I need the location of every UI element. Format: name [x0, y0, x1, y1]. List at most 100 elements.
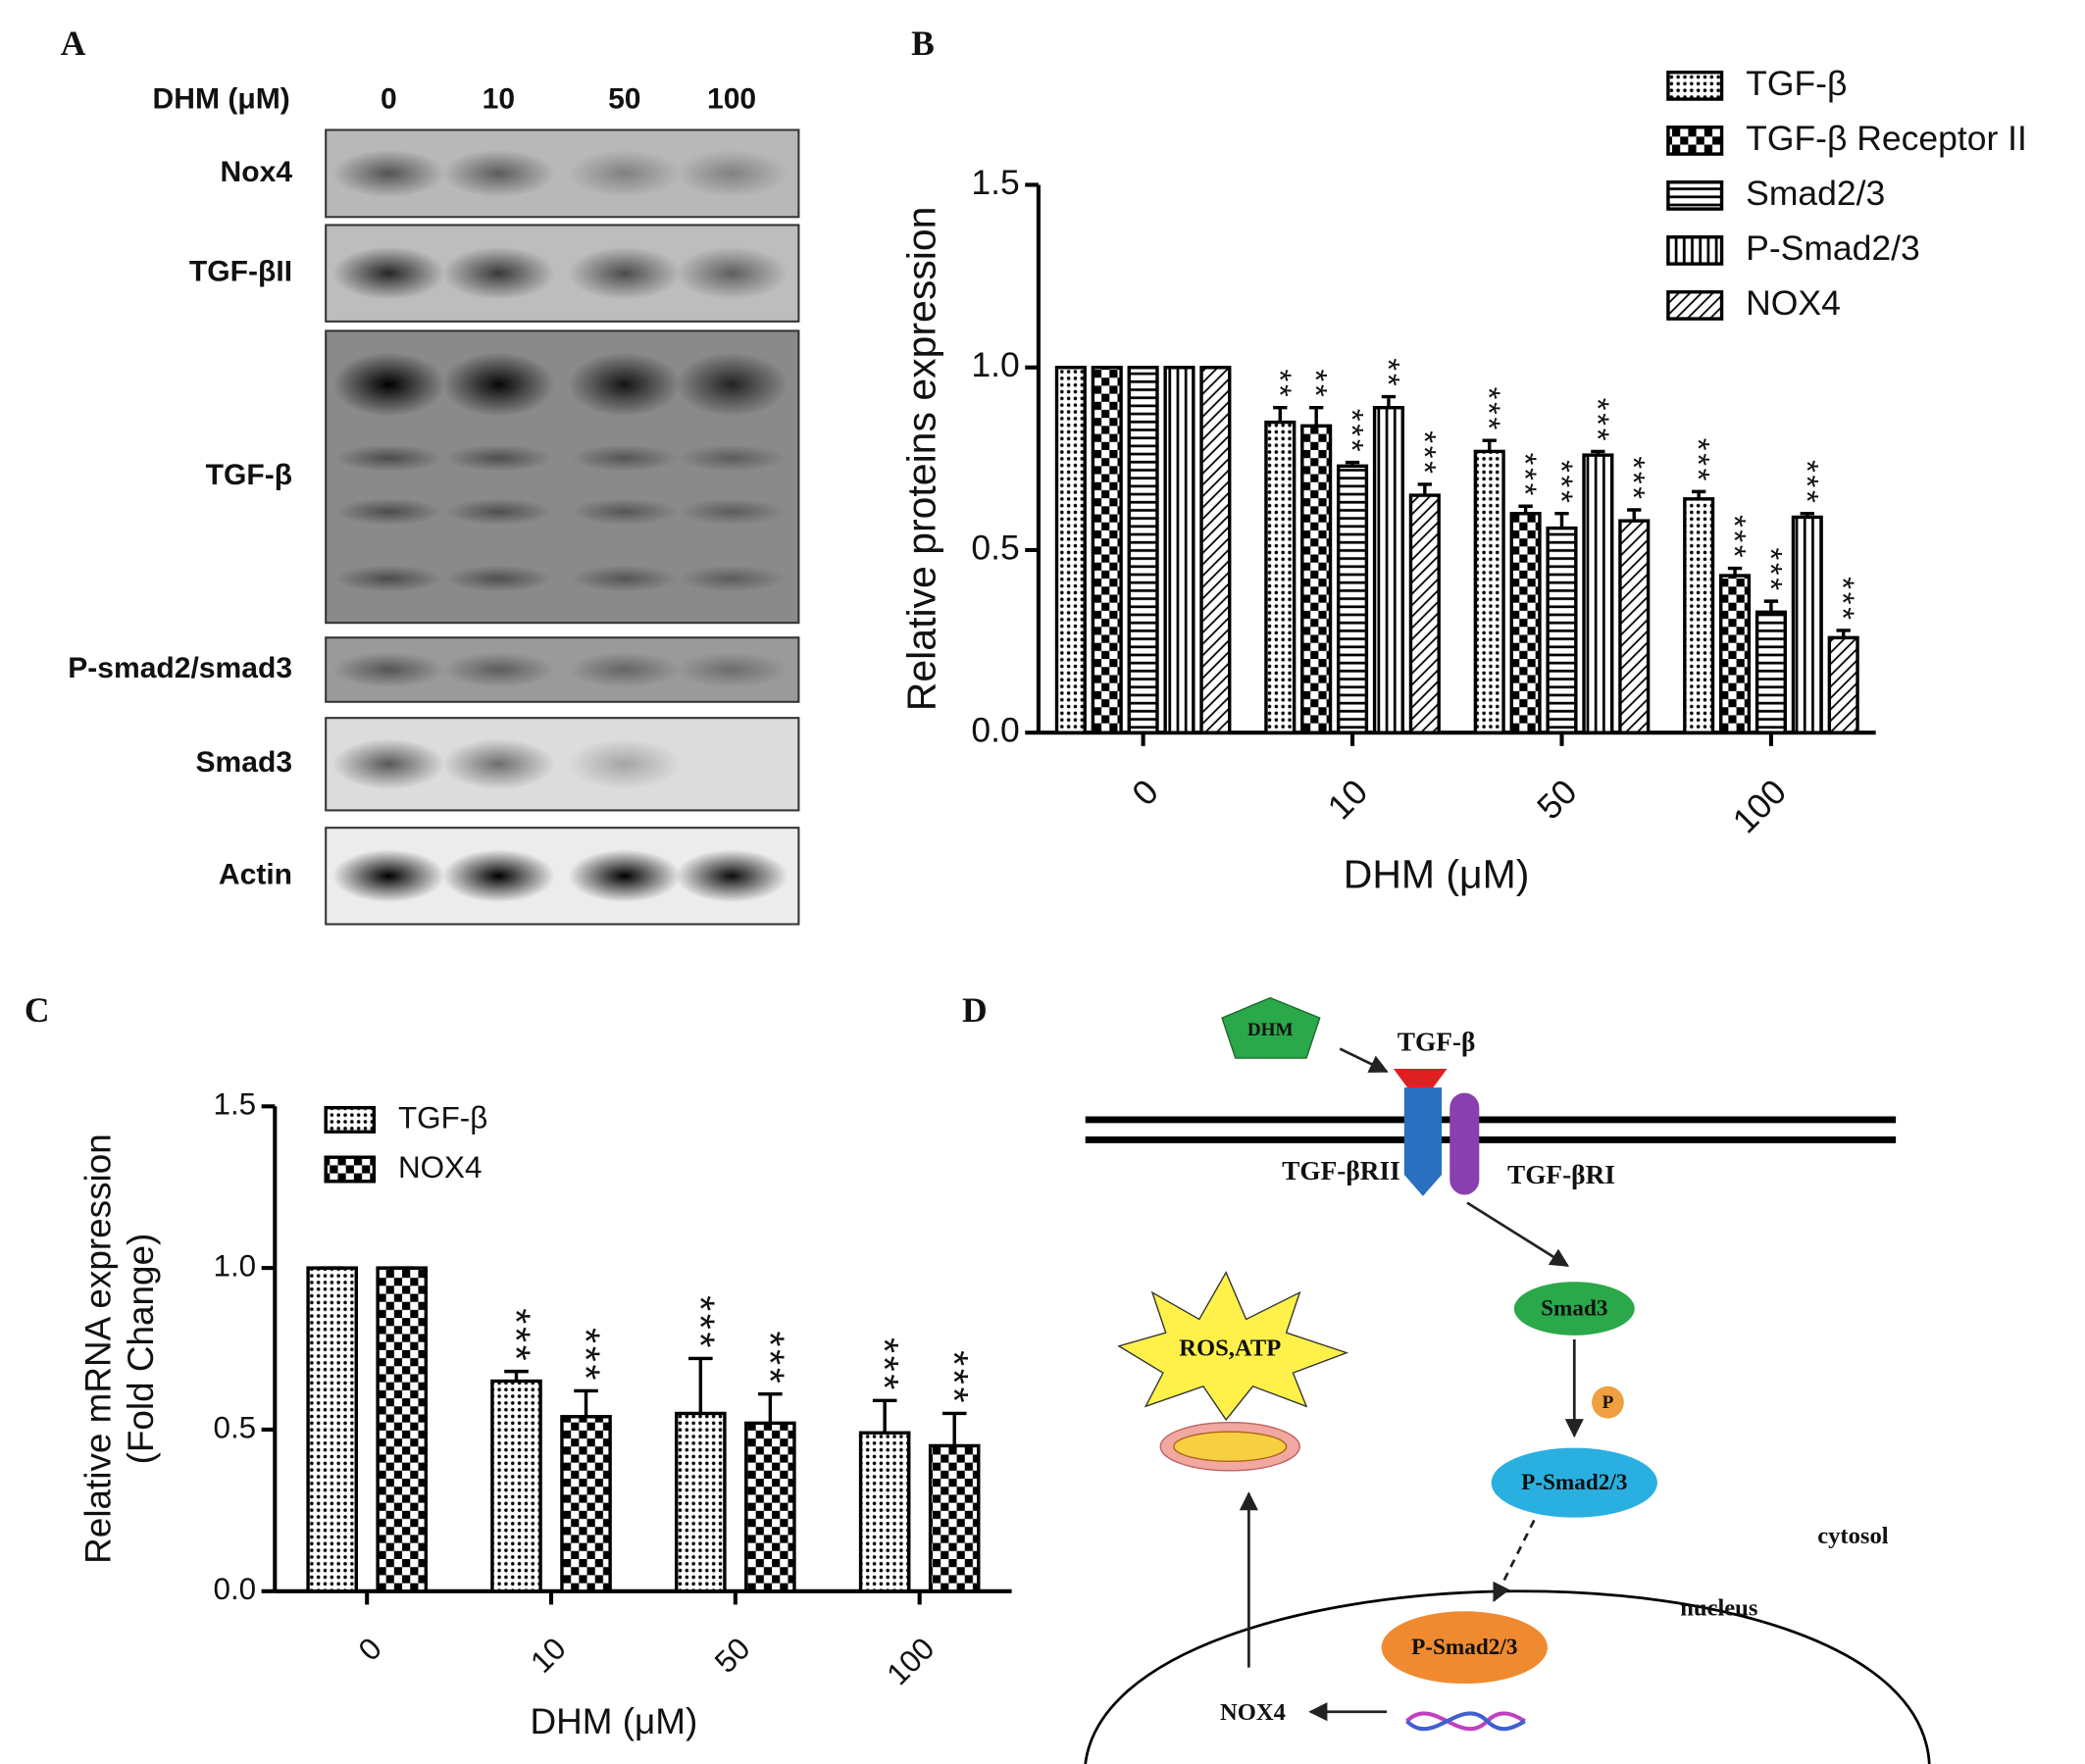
y-axis-label: Relative proteins expression: [899, 207, 944, 712]
significance: ***: [564, 1328, 609, 1383]
blot-band: [571, 565, 679, 592]
error-bar: [1554, 512, 1569, 529]
blot-row-label: P-smad2/smad3: [68, 652, 292, 684]
significance: ***: [1406, 430, 1443, 476]
mitochondrion-inner: [1173, 1431, 1288, 1462]
legend-swatch: [1666, 235, 1724, 266]
blot-band: [675, 849, 788, 903]
dose-label: 50: [608, 82, 640, 115]
diagram-label: P-Smad2/3: [1521, 1470, 1627, 1495]
blot-band: [568, 738, 682, 790]
phosphate: [1592, 1386, 1624, 1419]
bar: [1337, 464, 1369, 734]
panel-label: C: [25, 990, 50, 1030]
blot-band: [332, 246, 445, 300]
bar: [490, 1379, 542, 1593]
legend-swatch: [1666, 290, 1724, 321]
diagram-label: TGF-βRI: [1507, 1160, 1615, 1189]
y-tick-label: 1.0: [971, 345, 1019, 384]
y-tick-label: 1.5: [213, 1087, 256, 1122]
bar: [1683, 497, 1715, 734]
blot-band: [678, 444, 786, 472]
blot-band: [675, 352, 788, 417]
bar: [1264, 420, 1297, 734]
y-tick-label: 0.5: [213, 1410, 256, 1444]
x-axis-label: DHM (μM): [1344, 852, 1530, 897]
western-blot: DHM (μM) 0 10 50 100 Nox4 TGF-βII TGF-β P-smad2/…: [68, 82, 800, 926]
blot-header: DHM (μM): [153, 82, 290, 115]
receptor-ii: [1403, 1087, 1443, 1196]
bar: [1199, 366, 1232, 734]
y-axis-label: (Fold Change): [121, 1234, 161, 1465]
diagram-label: NOX4: [1220, 1699, 1286, 1726]
diagram-label: cytosol: [1817, 1523, 1889, 1549]
blot-band: [334, 565, 443, 592]
significance: ***: [747, 1331, 792, 1386]
error-bar: [872, 1398, 897, 1434]
diagram-label: ROS,ATP: [1179, 1336, 1281, 1362]
significance: ***: [494, 1308, 539, 1363]
diagram-label: DHM: [1247, 1020, 1294, 1040]
blot-band: [442, 246, 555, 300]
y-axis-label: Relative mRNA expression: [77, 1134, 118, 1564]
significance: ***: [678, 1295, 723, 1350]
blot-row-label: Actin: [219, 858, 292, 890]
x-tick-label: 0: [352, 1631, 388, 1667]
blot-band: [568, 352, 682, 417]
significance: ***: [1335, 409, 1371, 454]
blot-band: [568, 246, 682, 300]
bar: [1054, 366, 1087, 734]
bar: [858, 1431, 911, 1593]
x-tick-label: 50: [708, 1631, 756, 1679]
error-bar: [1273, 405, 1288, 423]
dhm-shape: [1221, 996, 1321, 1059]
y-tick-label: 0.0: [213, 1572, 256, 1606]
blot-band: [678, 498, 786, 526]
blot-band: [444, 498, 553, 526]
x-tick-label: 100: [1725, 772, 1794, 840]
error-bar: [1627, 508, 1642, 522]
y-tick-label: 1.0: [213, 1248, 256, 1283]
significance: ***: [1717, 515, 1754, 560]
error-bar: [574, 1388, 598, 1417]
y-tick-label: 0.0: [971, 711, 1019, 750]
bar: [744, 1421, 796, 1593]
blot-band: [675, 651, 788, 688]
arrow: [1339, 1047, 1389, 1074]
x-tick-label: 0: [1125, 772, 1166, 813]
blot-band: [675, 246, 788, 300]
error-bar: [1800, 512, 1814, 518]
bar: [1473, 449, 1505, 734]
arrow: [1466, 1201, 1570, 1268]
bar: [928, 1443, 981, 1593]
significance: ***: [1507, 453, 1544, 498]
blot-band: [334, 498, 443, 526]
error-bar: [1345, 460, 1360, 467]
panel-label: D: [962, 990, 988, 1030]
x-tick-label: 10: [1320, 772, 1375, 827]
panel-label: B: [911, 24, 935, 63]
error-bar: [1691, 489, 1706, 499]
x-tick-label: 50: [1529, 772, 1584, 827]
significance: ***: [1544, 460, 1580, 505]
blot-band: [571, 444, 679, 472]
blot-band: [568, 149, 682, 198]
significance: ***: [1789, 460, 1825, 505]
dna: [1405, 1711, 1526, 1732]
legend-swatch: [324, 1105, 377, 1134]
blot-band: [334, 444, 443, 472]
dose-label: 0: [381, 82, 397, 115]
dose-label: 100: [707, 82, 756, 115]
dose-label: 10: [483, 82, 515, 115]
significance: **: [1370, 358, 1406, 388]
legend-swatch: [1666, 126, 1724, 156]
y-tick-label: 0.5: [971, 528, 1019, 567]
error-bar: [1836, 629, 1851, 638]
pathway-diagram: DHM TGF-β TGF-βRII TGF-βRI Smad3 P P-Sma…: [1084, 996, 1931, 1764]
ros-burst: [1117, 1271, 1349, 1422]
error-bar: [1309, 405, 1324, 427]
diagram-label: TGF-βRII: [1282, 1156, 1400, 1185]
significance: ***: [1616, 456, 1653, 501]
blot-row-label: TGF-βII: [189, 256, 292, 288]
